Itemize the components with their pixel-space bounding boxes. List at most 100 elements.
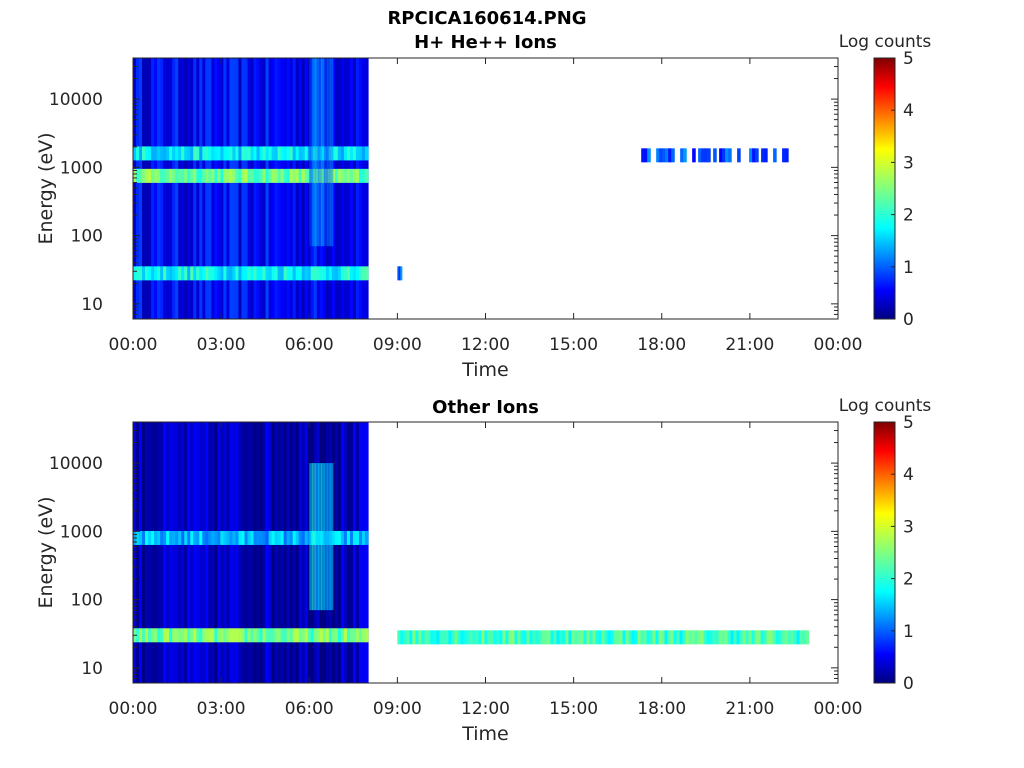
- heatmap-cell: [241, 168, 246, 183]
- heatmap-cell: [280, 58, 285, 319]
- heatmap-cell: [172, 58, 176, 319]
- heatmap-cell: [205, 628, 209, 643]
- heatmap-cell: [178, 146, 182, 161]
- heatmap-cell: [352, 530, 357, 545]
- heatmap-cell: [178, 422, 182, 683]
- heatmap-cell: [574, 630, 579, 645]
- heatmap-cell: [139, 422, 143, 683]
- heatmap-cell: [565, 630, 570, 645]
- heatmap-cell: [310, 266, 315, 281]
- heatmap-cell: [175, 58, 179, 319]
- heatmap-cell: [214, 58, 218, 319]
- heatmap-cell: [656, 148, 660, 163]
- heatmap-cell: [280, 628, 285, 643]
- heatmap-cell: [535, 630, 540, 645]
- heatmap-cell: [145, 628, 149, 643]
- heatmap-cell: [289, 58, 294, 319]
- heatmap-cell: [274, 168, 279, 183]
- heatmap-cell: [352, 628, 357, 643]
- x-tick-label: 00:00: [814, 335, 863, 355]
- heatmap-cell: [340, 422, 345, 683]
- heatmap-cell: [301, 146, 306, 161]
- colorbar-gradient: [874, 58, 895, 319]
- heatmap-cell: [133, 266, 137, 281]
- heatmap-cell: [772, 630, 777, 645]
- heatmap-cell: [196, 58, 200, 319]
- heatmap-cell: [229, 146, 234, 161]
- heatmap-cell: [782, 148, 786, 163]
- heatmap-cell: [229, 422, 234, 683]
- heatmap-cell: [253, 146, 258, 161]
- heatmap-cell: [181, 146, 185, 161]
- heatmap-cell: [676, 630, 681, 645]
- heatmap-cell: [337, 628, 342, 643]
- heatmap-cell: [208, 530, 212, 545]
- heatmap-cell: [340, 628, 345, 643]
- heatmap-cell: [337, 266, 342, 281]
- heatmap-cell: [271, 628, 276, 643]
- heatmap-cell: [349, 422, 354, 683]
- heatmap-cell: [187, 530, 191, 545]
- heatmap-cell: [220, 146, 224, 161]
- heatmap-cell: [193, 168, 197, 183]
- heatmap-cell: [169, 628, 173, 643]
- heatmap-cell: [196, 168, 200, 183]
- heatmap-cell: [520, 630, 525, 645]
- heatmap-cell: [238, 628, 243, 643]
- heatmap-cell: [241, 58, 246, 319]
- heatmap-cell: [172, 422, 176, 683]
- heatmap-cell: [196, 422, 200, 683]
- y-tick-label: 1000: [60, 158, 103, 178]
- heatmap-cell: [178, 266, 182, 281]
- heatmap-cell: [775, 630, 780, 645]
- heatmap-cell: [157, 266, 161, 281]
- heatmap-cell: [713, 148, 717, 163]
- heatmap-cell: [229, 266, 234, 281]
- heatmap-cell: [145, 530, 149, 545]
- heatmap-cell: [193, 530, 197, 545]
- panel-title: Other Ions: [432, 397, 539, 418]
- colorbar-gradient: [874, 422, 895, 683]
- heatmap-cell: [316, 266, 321, 281]
- heatmap-cell: [145, 266, 149, 281]
- x-tick-label: 09:00: [373, 699, 422, 719]
- heatmap-cell: [364, 422, 369, 683]
- heatmap-cell: [274, 146, 279, 161]
- heatmap-cell: [205, 422, 209, 683]
- heatmap-cell: [355, 266, 360, 281]
- heatmap-cell: [529, 630, 534, 645]
- heatmap-cell: [280, 168, 285, 183]
- heatmap-cell: [691, 630, 696, 645]
- heatmap-cell: [598, 630, 603, 645]
- heatmap-cell: [364, 146, 369, 161]
- heatmap-cell: [166, 266, 170, 281]
- heatmap-cell: [163, 530, 167, 545]
- heatmap-cell: [157, 168, 161, 183]
- heatmap-cell: [151, 628, 155, 643]
- heatmap-cell: [136, 146, 140, 161]
- heatmap-cell: [315, 463, 319, 611]
- colorbar-tick-label: 5: [903, 413, 914, 433]
- heatmap-cell: [292, 146, 297, 161]
- heatmap-cell: [334, 422, 339, 683]
- heatmap-cell: [641, 148, 645, 163]
- heatmap-cell: [799, 630, 804, 645]
- heatmap-cell: [532, 630, 537, 645]
- heatmap-cell: [460, 630, 465, 645]
- y-axis-label: Energy (eV): [35, 132, 57, 244]
- heatmap-cell: [148, 168, 152, 183]
- heatmap-cell: [358, 168, 363, 183]
- heatmap-cell: [343, 146, 348, 161]
- heatmap-cell: [214, 266, 218, 281]
- heatmap-cell: [580, 630, 585, 645]
- heatmap-cell: [309, 58, 313, 247]
- heatmap-cell: [142, 58, 146, 319]
- heatmap-cell: [136, 628, 140, 643]
- heatmap-cell: [175, 146, 179, 161]
- heatmap-cell: [694, 630, 699, 645]
- heatmap-cell: [229, 168, 234, 183]
- heatmap-cell: [247, 628, 252, 643]
- heatmap-cell: [301, 168, 306, 183]
- heatmap: [133, 58, 789, 319]
- heatmap-cell: [241, 530, 246, 545]
